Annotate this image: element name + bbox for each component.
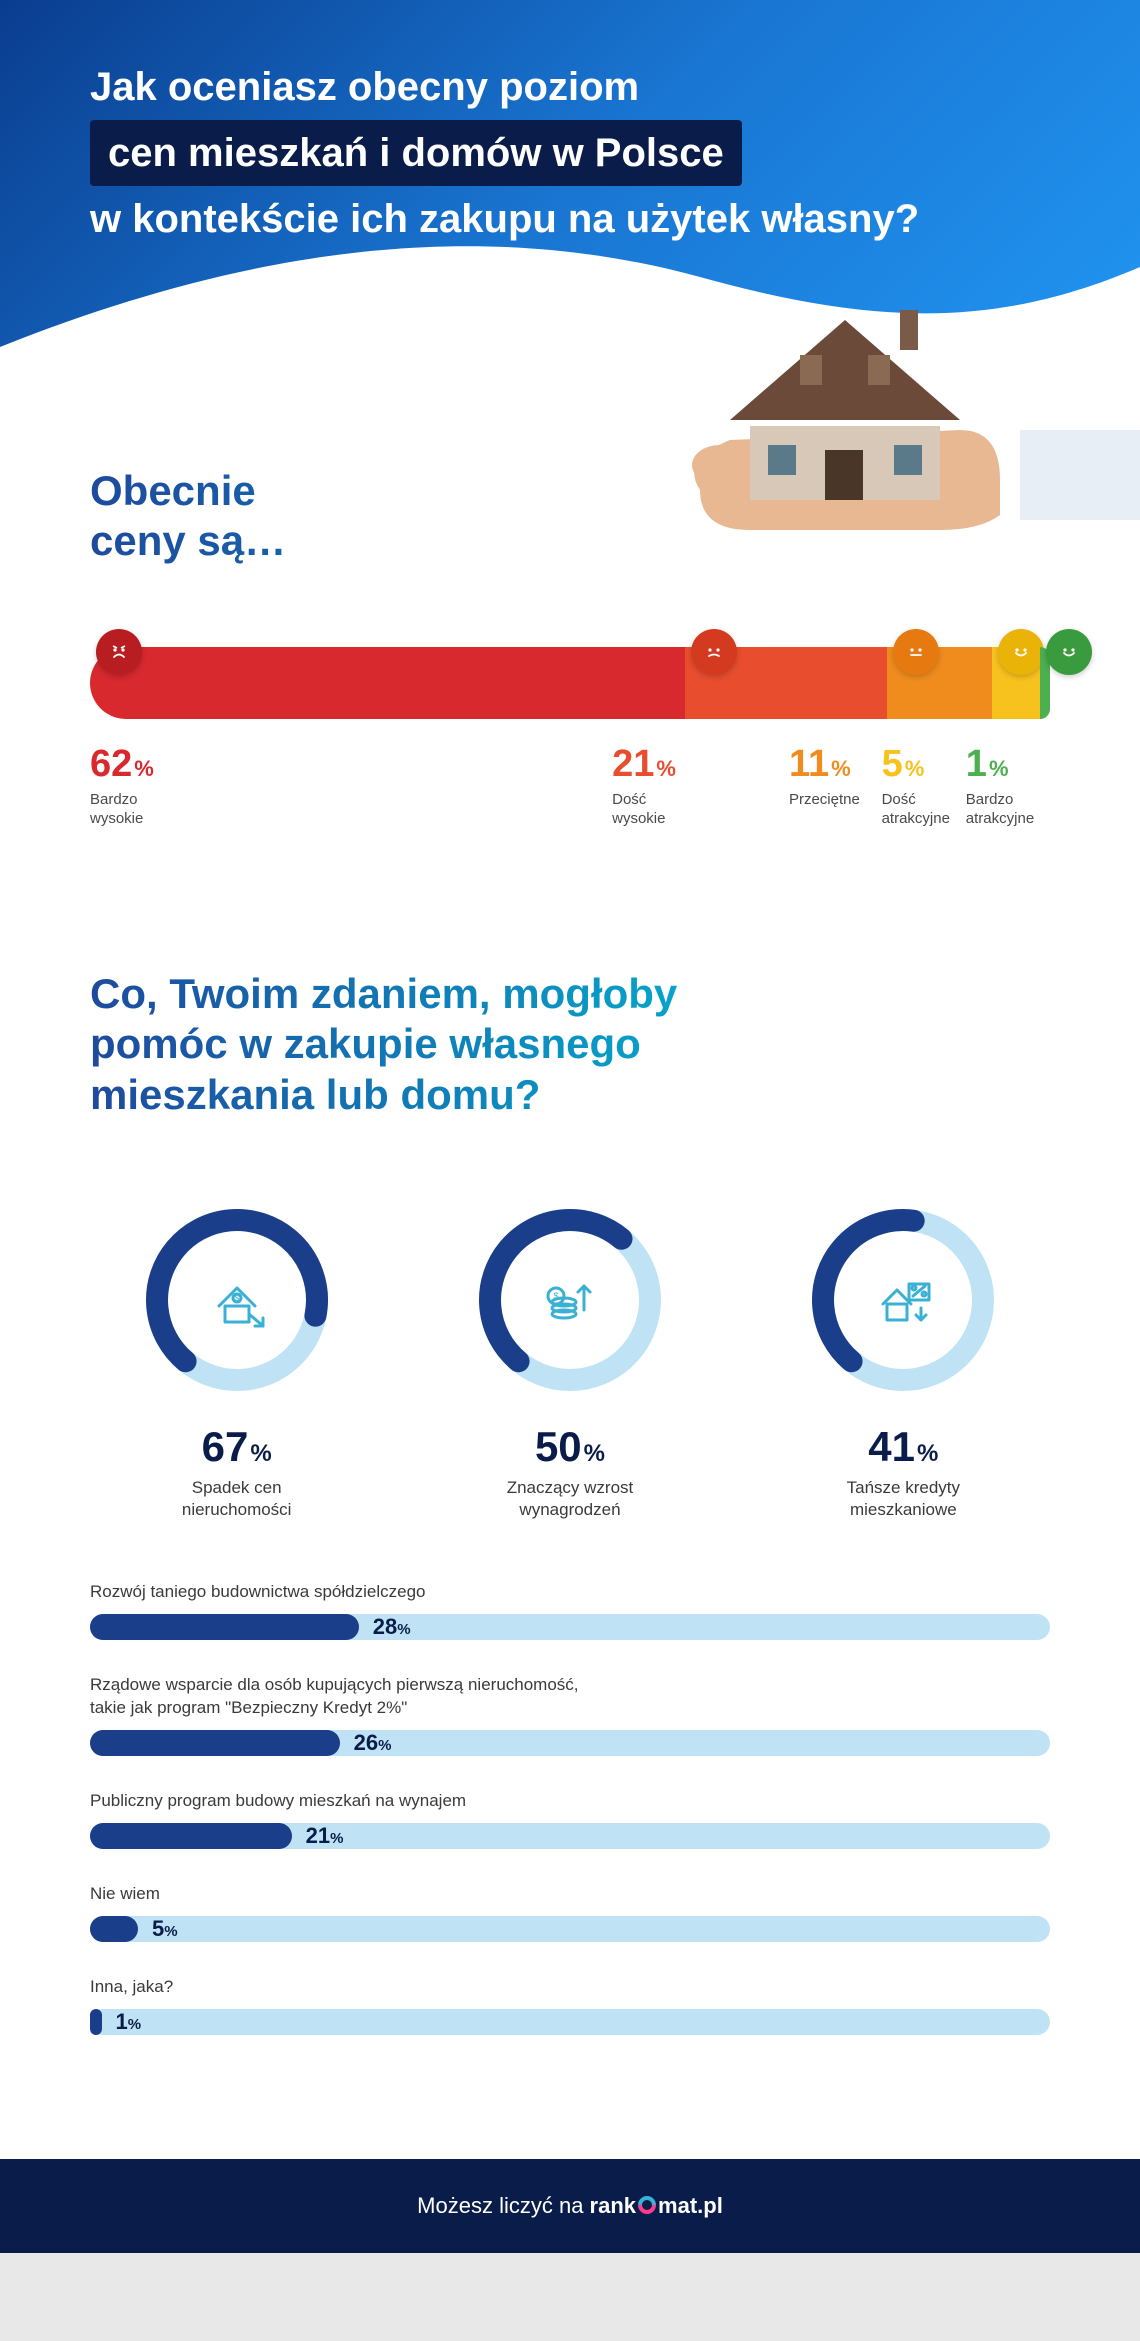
svg-text:$: $ [234, 1294, 239, 1303]
brand-ring-icon [637, 2195, 657, 2215]
sentiment-pct: 62% [90, 743, 612, 786]
face-angry-icon [96, 629, 142, 675]
hbar-pct: 5% [152, 1916, 178, 1942]
hbar-label: Publiczny program budowy mieszkań na wyn… [90, 1790, 1050, 1813]
sentiment-segment [992, 647, 1040, 719]
donut-label: Tańsze kredytymieszkaniowe [757, 1477, 1050, 1521]
footer-text: Możesz liczyć na [417, 2193, 589, 2218]
brand-pre: rank [590, 2193, 636, 2218]
hbar-track: 28% [90, 1614, 1050, 1640]
sentiment-text: Bardzoatrakcyjne [966, 790, 1050, 829]
hbar-pct: 21% [306, 1823, 344, 1849]
face-sad-icon [691, 629, 737, 675]
sentiment-segment [887, 647, 993, 719]
face-happy-icon [998, 629, 1044, 675]
section-help: Co, Twoim zdaniem, mogłoby pomóc w zakup… [0, 869, 1140, 2109]
hbar-item: Publiczny program budowy mieszkań na wyn… [90, 1790, 1050, 1849]
sentiment-pct: 5% [882, 743, 966, 786]
sentiment-label: 62% Bardzowysokie [90, 743, 612, 829]
hbar-item: Inna, jaka? 1% [90, 1976, 1050, 2035]
hbar-fill: 21% [90, 1823, 292, 1849]
hbar-label: Rozwój taniego budownictwa spółdzielczeg… [90, 1581, 1050, 1604]
svg-text:$: $ [553, 1291, 558, 1301]
hbar-fill: 5% [90, 1916, 138, 1942]
donut-pct: 67% [90, 1423, 383, 1471]
donut-row: $ 67% Spadek cennieruchomości $ 50% Znac… [90, 1200, 1050, 1521]
donut-label: Znaczący wzrostwynagrodzeń [423, 1477, 716, 1521]
hbar-track: 5% [90, 1916, 1050, 1942]
sentiment-pct: 1% [966, 743, 1050, 786]
sentiment-segment [90, 647, 685, 719]
donut-chart: $ [470, 1200, 670, 1400]
face-happy-icon [1046, 629, 1092, 675]
sentiment-segment [1040, 647, 1050, 719]
section1-title-line1: Obecnie [90, 467, 256, 514]
donut-chart [803, 1200, 1003, 1400]
sentiment-text: Dośćwysokie [612, 790, 789, 829]
sentiment-text: Przeciętne [789, 790, 882, 810]
house-down-icon: $ [219, 1288, 263, 1326]
hbar-item: Rządowe wsparcie dla osób kupujących pie… [90, 1674, 1050, 1756]
section2-title: Co, Twoim zdaniem, mogłoby pomóc w zakup… [90, 969, 810, 1120]
hbar-label: Rządowe wsparcie dla osób kupujących pie… [90, 1674, 1050, 1720]
hbar-fill: 26% [90, 1730, 340, 1756]
sentiment-label: 11% Przeciętne [789, 743, 882, 829]
donut-chart: $ [137, 1200, 337, 1400]
hbar-list: Rozwój taniego budownictwa spółdzielczeg… [90, 1581, 1050, 2035]
donut-label: Spadek cennieruchomości [90, 1477, 383, 1521]
sentiment-segment [685, 647, 887, 719]
sentiment-pct: 11% [789, 743, 882, 786]
hbar-label: Nie wiem [90, 1883, 1050, 1906]
sentiment-text: Dośćatrakcyjne [882, 790, 966, 829]
hbar-item: Nie wiem 5% [90, 1883, 1050, 1942]
hbar-label: Inna, jaka? [90, 1976, 1050, 1999]
brand-post: mat.pl [658, 2193, 723, 2218]
sentiment-bar [90, 647, 1050, 719]
hbar-fill: 28% [90, 1614, 359, 1640]
donut-pct: 50% [423, 1423, 716, 1471]
footer-brand: rank mat.pl [590, 2193, 723, 2218]
hbar-track: 21% [90, 1823, 1050, 1849]
hbar-track: 26% [90, 1730, 1050, 1756]
hbar-item: Rozwój taniego budownictwa spółdzielczeg… [90, 1581, 1050, 1640]
infographic-page: Jak oceniasz obecny poziom cen mieszkań … [0, 0, 1140, 2253]
sentiment-label: 1% Bardzoatrakcyjne [966, 743, 1050, 829]
donut-item: $ 50% Znaczący wzrostwynagrodzeń [423, 1200, 716, 1521]
sentiment-text: Bardzowysokie [90, 790, 612, 829]
hbar-fill: 1% [90, 2009, 102, 2035]
title-highlight: cen mieszkań i domów w Polsce [90, 120, 742, 186]
hbar-track: 1% [90, 2009, 1050, 2035]
hbar-pct: 26% [354, 1730, 392, 1756]
hand-house-illustration [580, 280, 1140, 560]
donut-item: $ 67% Spadek cennieruchomości [90, 1200, 383, 1521]
sentiment-pct: 21% [612, 743, 789, 786]
face-neutral-icon [893, 629, 939, 675]
sentiment-chart: 62% Bardzowysokie21% Dośćwysokie11% Prze… [90, 647, 1050, 829]
title-line1: Jak oceniasz obecny poziom [90, 65, 639, 109]
donut-item: 41% Tańsze kredytymieszkaniowe [757, 1200, 1050, 1521]
sentiment-label: 5% Dośćatrakcyjne [882, 743, 966, 829]
footer: Możesz liczyć na rank mat.pl [0, 2159, 1140, 2253]
hbar-pct: 1% [116, 2009, 142, 2035]
section1-title-line2: ceny są… [90, 517, 286, 564]
coins-up-icon: $ [548, 1286, 590, 1318]
sentiment-label: 21% Dośćwysokie [612, 743, 789, 829]
house-percent-icon [883, 1284, 929, 1320]
donut-pct: 41% [757, 1423, 1050, 1471]
sentiment-labels: 62% Bardzowysokie21% Dośćwysokie11% Prze… [90, 743, 1050, 829]
hbar-pct: 28% [373, 1614, 411, 1640]
